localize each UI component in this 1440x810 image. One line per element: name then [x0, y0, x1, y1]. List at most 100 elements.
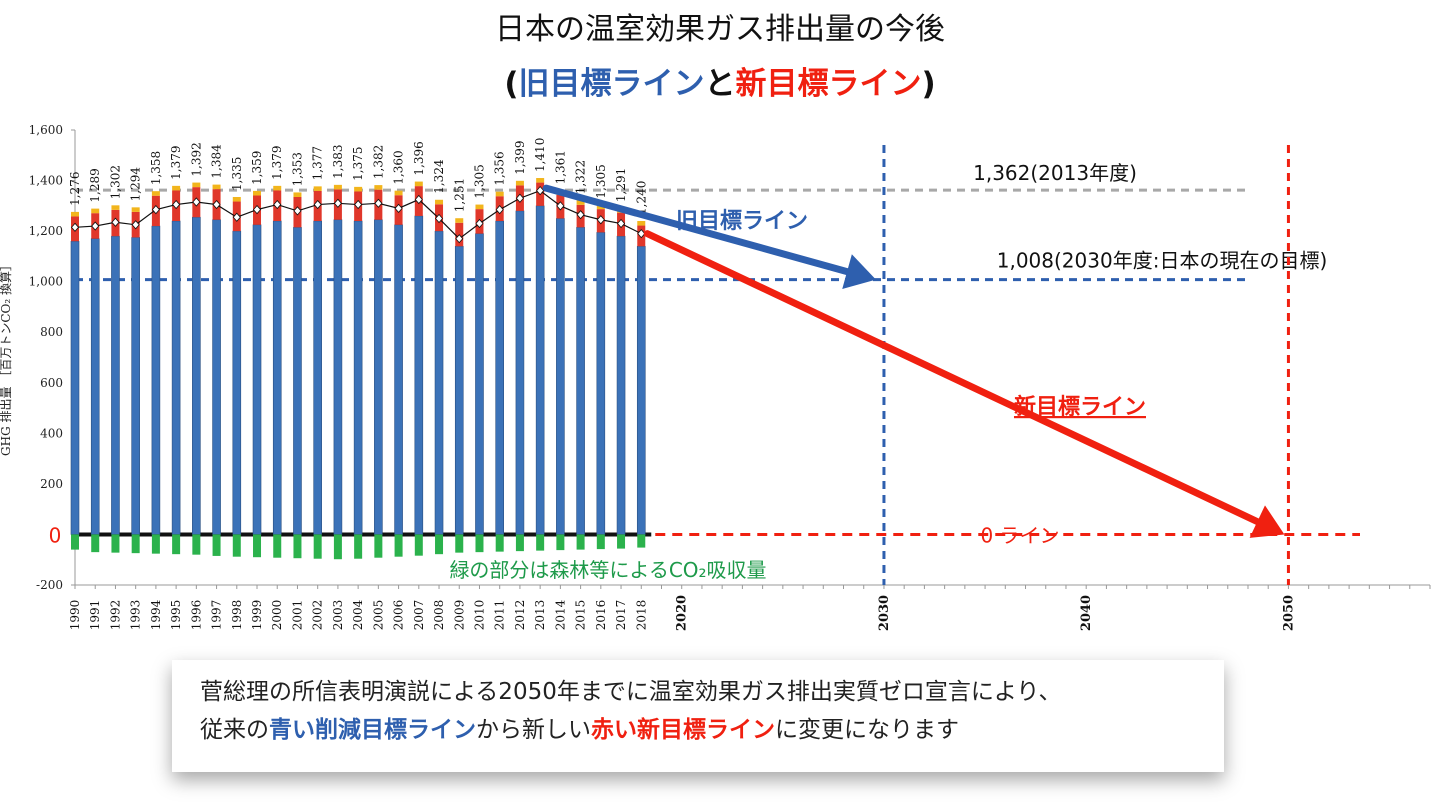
bar-co2-2002 — [313, 220, 322, 535]
bar-fluoro-1990 — [71, 211, 79, 217]
bar-fluoro-1997 — [212, 184, 221, 190]
bar-fluoro-1998 — [232, 196, 241, 202]
bar-co2-2003 — [333, 219, 343, 535]
bar-co2-2001 — [293, 227, 302, 535]
bar-fluoro-2003 — [333, 184, 342, 190]
bar-sink-1992 — [111, 534, 120, 553]
net-point-2013 — [536, 186, 545, 196]
x-tick-label: 2003 — [331, 600, 345, 631]
x-tick-label: 1996 — [189, 600, 203, 631]
bar-sink-1991 — [91, 534, 100, 553]
x-major-tick-label: 2050 — [1281, 595, 1296, 631]
x-tick-label: 2018 — [634, 600, 648, 631]
bar-total-label: 1,361 — [553, 150, 567, 184]
bar-co2-2000 — [272, 220, 282, 535]
bar-total-label: 1,399 — [513, 140, 527, 174]
net-point-2003 — [333, 198, 342, 208]
x-tick-label: 2013 — [533, 600, 547, 631]
caption-red-line: 赤い新目標ライン — [591, 717, 775, 743]
x-major-tick-label: 2020 — [675, 595, 690, 631]
subtitle-open: ( — [504, 66, 519, 102]
new-arrow-label: 新目標ライン — [1014, 394, 1146, 420]
bar-total-label: 1,294 — [129, 167, 143, 202]
bar-co2-2006 — [394, 224, 403, 535]
bar-sink-2004 — [354, 534, 363, 559]
net-point-1992 — [111, 217, 120, 227]
bar-total-label: 1,410 — [533, 138, 547, 172]
x-tick-label: 2014 — [553, 599, 567, 630]
bar-sink-2014 — [556, 534, 565, 551]
bar-sink-1993 — [131, 534, 140, 554]
bar-sink-2006 — [394, 534, 403, 557]
net-point-2001 — [293, 206, 302, 216]
x-tick-label: 1990 — [68, 600, 82, 631]
bar-fluoro-2001 — [293, 192, 302, 197]
net-point-2016 — [596, 215, 605, 225]
bar-co2-1997 — [212, 219, 221, 535]
net-point-2017 — [617, 218, 626, 229]
sink-caption: 緑の部分は森林等によるCO₂吸収量 — [449, 558, 766, 582]
bar-sink-1996 — [192, 534, 201, 555]
bar-co2-2008 — [434, 230, 444, 535]
bar-co2-2010 — [475, 233, 484, 535]
x-tick-label: 2005 — [371, 600, 385, 631]
subtitle-close: ) — [921, 66, 936, 102]
bar-sink-1994 — [151, 534, 160, 554]
bar-fluoro-2000 — [273, 185, 282, 191]
bar-sink-2001 — [293, 534, 302, 559]
bar-fluoro-2018 — [637, 221, 646, 226]
bar-sink-2008 — [435, 534, 444, 555]
x-tick-label: 1999 — [250, 600, 264, 631]
bar-sink-2013 — [536, 534, 545, 551]
bar-sink-2009 — [455, 534, 464, 553]
bar-fluoro-2007 — [414, 181, 423, 187]
bar-co2-2009 — [454, 245, 464, 535]
y-tick-label: 1,600 — [29, 123, 63, 137]
y-tick-label: 400 — [40, 426, 63, 440]
bar-co2-2018 — [636, 245, 646, 535]
bar-fluoro-2015 — [576, 200, 585, 205]
caption-line-2-a: 従来の — [200, 717, 269, 743]
bar-fluoro-2013 — [536, 178, 545, 183]
net-point-1999 — [252, 205, 262, 215]
subtitle-old-line: 旧目標ライン — [518, 66, 705, 102]
bar-co2-1999 — [252, 224, 262, 535]
bar-co2-2013 — [535, 205, 545, 535]
chart-subtitle: (旧目標ラインと新目標ライン) — [0, 58, 1440, 103]
bar-sink-2003 — [333, 534, 342, 560]
bar-total-label: 1,392 — [189, 142, 203, 176]
bar-fluoro-2010 — [475, 204, 484, 210]
bar-total-label: 1,240 — [634, 181, 648, 215]
bar-fluoro-2009 — [455, 218, 464, 223]
bar-total-label: 1,322 — [574, 160, 588, 194]
y-tick-label: 800 — [40, 325, 63, 339]
x-tick-label: 2008 — [432, 600, 446, 631]
bar-sink-1995 — [172, 534, 181, 555]
bar-sink-2016 — [596, 534, 605, 550]
caption-box: 菅総理の所信表明演説による2050年までに温室効果ガス排出実質ゼロ宣言により、 … — [172, 660, 1224, 772]
net-point-2006 — [394, 203, 403, 213]
x-tick-label: 2001 — [290, 600, 304, 631]
bar-total-label: 1,382 — [371, 145, 385, 179]
bar-co2-1991 — [90, 238, 100, 535]
bar-co2-2016 — [596, 232, 606, 535]
net-point-2004 — [354, 199, 363, 210]
y-tick-label: -200 — [36, 578, 63, 592]
bar-fluoro-1994 — [151, 191, 160, 196]
chart-title: 日本の温室効果ガス排出量の今後 — [495, 12, 945, 47]
bar-total-label: 1,324 — [432, 159, 446, 194]
bar-co2-2017 — [616, 235, 626, 535]
bar-fluoro-1999 — [253, 190, 262, 196]
bar-total-label: 1,383 — [331, 144, 345, 178]
bar-sink-1999 — [253, 534, 262, 558]
net-point-2007 — [414, 194, 423, 205]
bar-fluoro-1992 — [111, 205, 120, 210]
net-point-1996 — [192, 197, 201, 207]
bar-fluoro-2005 — [374, 185, 383, 190]
x-major-tick-label: 2030 — [877, 595, 892, 631]
new-target-arrow-shaft — [643, 230, 1261, 526]
x-tick-label: 2009 — [452, 600, 466, 631]
bar-co2-2012 — [515, 210, 525, 535]
y-axis-label: GHG 排出量 ［百万トンCO₂ 換算］ — [0, 259, 13, 456]
x-tick-label: 2002 — [311, 600, 325, 631]
